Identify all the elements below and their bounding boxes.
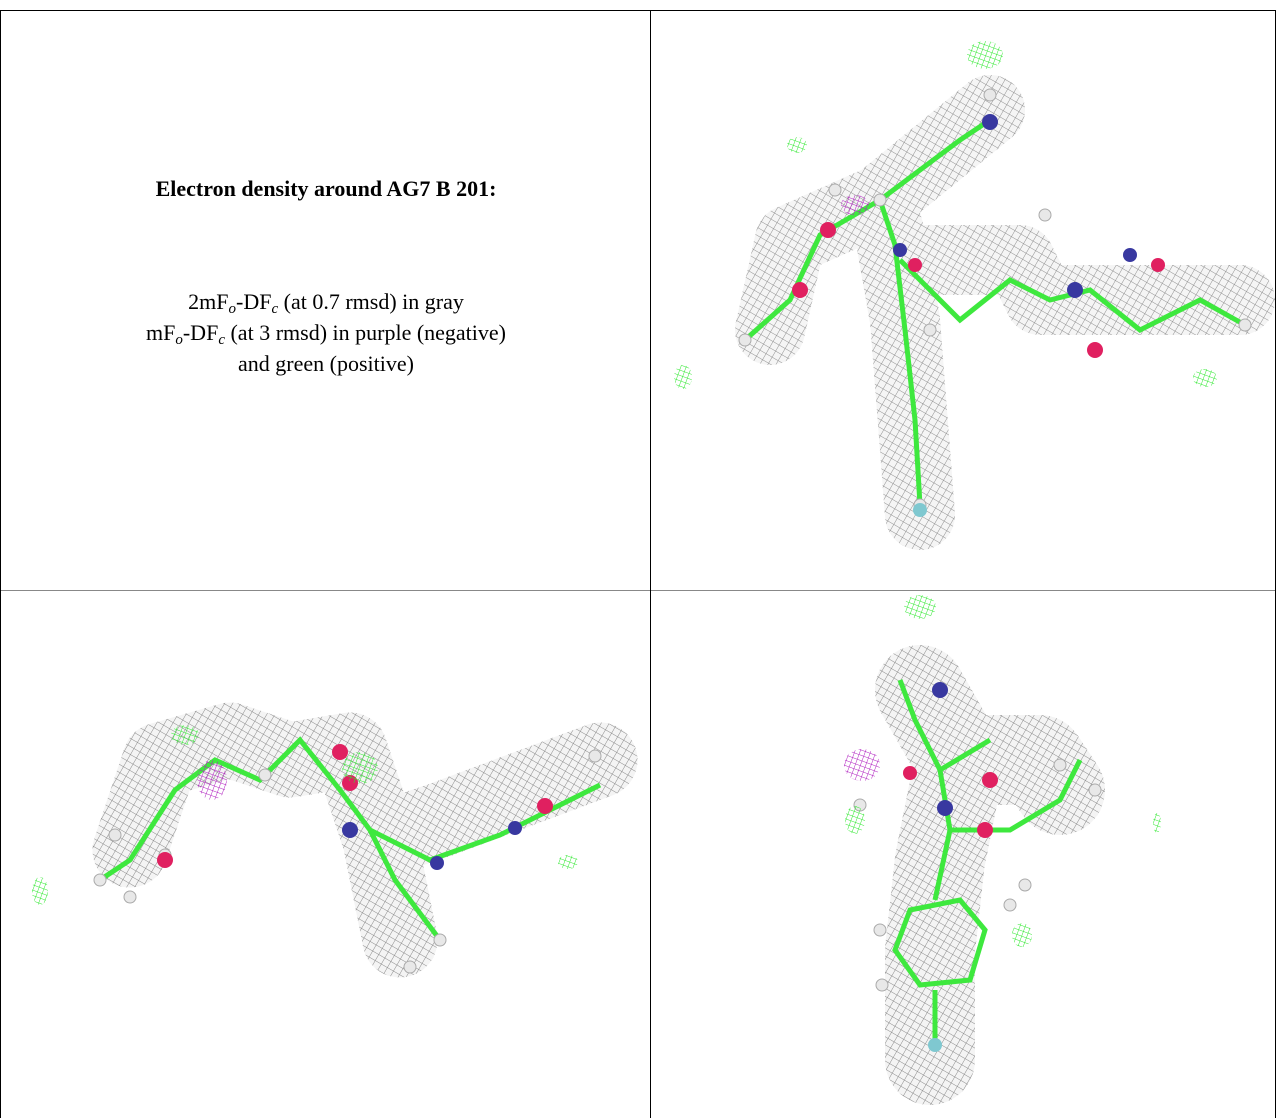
legend-line: mFo-DFc (at 3 rmsd) in purple (negative) [1, 317, 651, 348]
legend-sub: c [218, 332, 225, 348]
legend-text: 2mF [188, 289, 229, 314]
atom [1038, 208, 1052, 222]
atom [537, 798, 553, 814]
atom [977, 822, 993, 838]
legend: 2mFo-DFc (at 0.7 rmsd) in gray mFo-DFc (… [1, 286, 651, 379]
legend-line: 2mFo-DFc (at 0.7 rmsd) in gray [1, 286, 651, 317]
density-or-bonds [743, 117, 1247, 506]
atom [433, 933, 447, 947]
legend-sub: c [271, 301, 279, 317]
atom [937, 800, 953, 816]
atom [1123, 248, 1137, 262]
atom [893, 243, 907, 257]
difference-density [967, 41, 1003, 69]
atom [1238, 318, 1252, 332]
difference-density [342, 752, 378, 784]
difference-density [841, 195, 869, 215]
difference-density [1153, 813, 1161, 833]
atom [982, 114, 998, 130]
view-bottom-left [32, 702, 638, 978]
difference-density [674, 365, 692, 389]
atom [403, 960, 417, 974]
difference-density [787, 137, 807, 153]
atom [928, 1038, 942, 1052]
atom [923, 323, 937, 337]
atom [123, 890, 137, 904]
atom [258, 768, 272, 782]
legend-text: (at 0.7 rmsd) in gray [278, 289, 464, 314]
density-or-bonds [875, 645, 1105, 1105]
atom [983, 88, 997, 102]
atom [903, 766, 917, 780]
atom [875, 978, 889, 992]
density-view [0, 590, 651, 1118]
legend-line: and green (positive) [1, 348, 651, 379]
text-panel: Electron density around AG7 B 201: 2mFo-… [0, 10, 651, 591]
difference-density [171, 725, 199, 745]
difference-density [845, 806, 865, 834]
difference-density [558, 855, 578, 869]
figure-title: Electron density around AG7 B 201: [155, 176, 497, 201]
atom [588, 749, 602, 763]
atom [982, 772, 998, 788]
legend-text: and green (positive) [238, 351, 414, 376]
atom [1088, 783, 1102, 797]
shape [738, 88, 1252, 512]
atom [820, 222, 836, 238]
atom [508, 821, 522, 835]
legend-text: (at 3 rmsd) in purple (negative) [224, 320, 506, 345]
legend-text: mF [146, 320, 176, 345]
difference-density [904, 595, 936, 619]
atom [1053, 758, 1067, 772]
atom [1087, 342, 1103, 358]
density-or-bonds [892, 679, 1083, 1040]
legend-text: -DF [182, 320, 219, 345]
view-bottom-right [844, 595, 1161, 1105]
atom [873, 923, 887, 937]
difference-density [844, 749, 880, 781]
difference-density [1012, 923, 1032, 947]
atom [1067, 282, 1083, 298]
atom [1018, 878, 1032, 892]
atom [332, 744, 348, 760]
atom [108, 828, 122, 842]
difference-density [197, 760, 227, 800]
legend-sub: o [175, 332, 183, 348]
atom [342, 822, 358, 838]
atom [792, 282, 808, 298]
atom [93, 873, 107, 887]
legend-text: -DF [236, 289, 272, 314]
atom [738, 333, 752, 347]
atom [908, 258, 922, 272]
atom [1003, 898, 1017, 912]
atom [873, 193, 887, 207]
atom [932, 682, 948, 698]
atom [157, 852, 173, 868]
shape [853, 758, 1102, 992]
difference-density [1193, 369, 1217, 387]
atom [828, 183, 842, 197]
difference-density [32, 877, 48, 905]
atom [430, 856, 444, 870]
legend-sub: o [228, 301, 237, 317]
atom [1151, 258, 1165, 272]
view-top-right [674, 41, 1275, 550]
atom [913, 503, 927, 517]
